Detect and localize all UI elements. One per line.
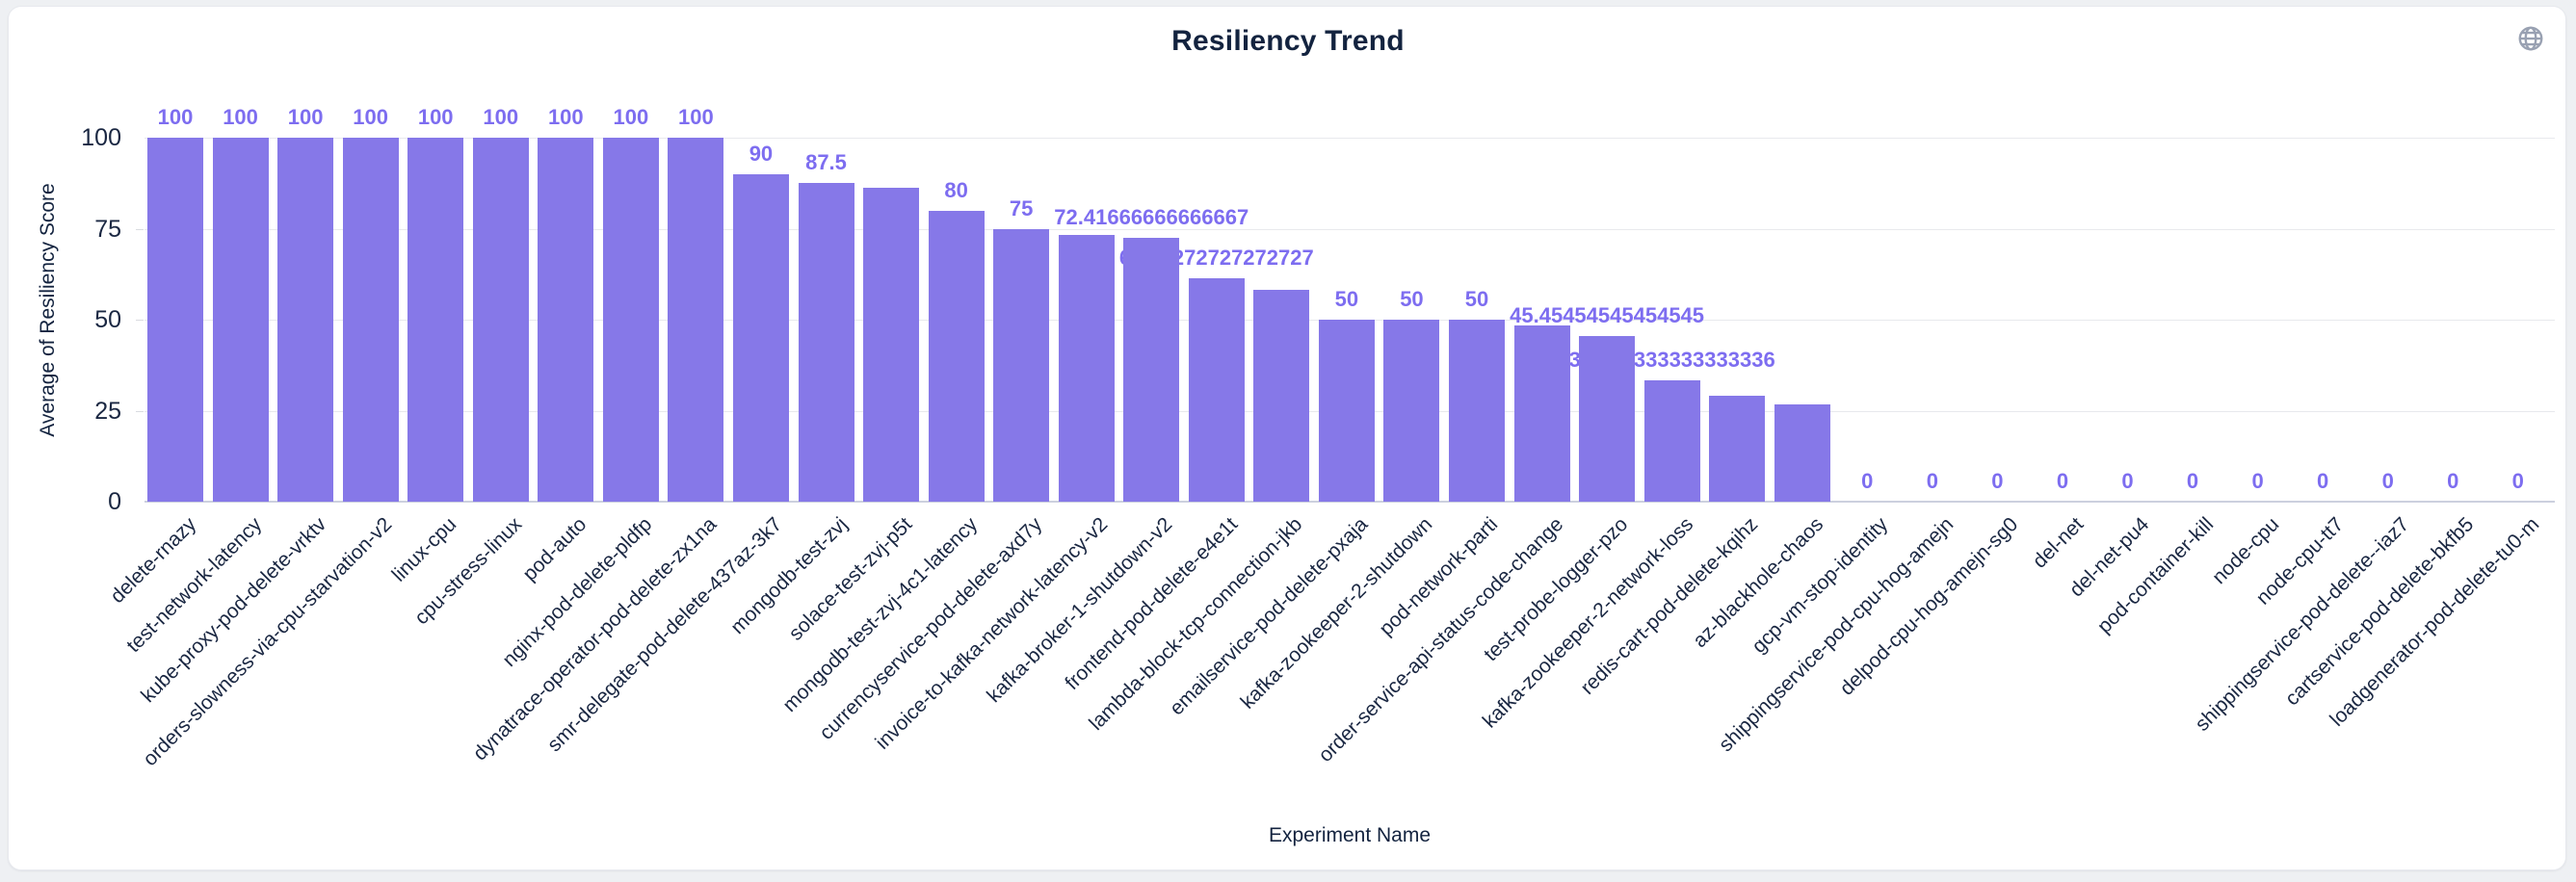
bar[interactable] [472,138,529,502]
y-tick-label: 25 [94,397,121,425]
bar-value-label: 75 [1009,195,1034,220]
bar-value-label: 0 [2056,469,2069,493]
bar[interactable] [1123,238,1180,502]
bar-value-label: 100 [613,105,649,129]
bar[interactable] [602,138,659,502]
bar-value-label: 72.41666666666667 [1054,205,1249,230]
y-axis-title: Average of Resiliency Score [37,183,59,437]
bar[interactable] [1383,320,1440,502]
bar-value-label: 0 [2186,469,2199,493]
bar-value-label: 50 [1464,287,1489,311]
bar-value-label: 100 [547,105,584,129]
bar[interactable] [147,138,203,502]
chart-title: Resiliency Trend [1171,25,1405,57]
bar-value-label: 100 [287,105,324,129]
bar[interactable] [863,187,920,502]
y-gridline [145,138,2555,139]
y-tick-label: 100 [81,124,121,151]
bar[interactable] [1579,336,1636,502]
y-gridline [145,228,2555,230]
y-tick-mark [136,228,144,230]
bar-value-label: 100 [483,105,519,129]
bar-value-label: 100 [417,105,454,129]
bar-value-label: 50 [1334,287,1359,311]
bar-value-label: 0 [2251,469,2264,493]
bar[interactable] [668,138,724,502]
bar[interactable] [212,138,269,502]
bar[interactable] [538,138,594,502]
x-axis-line [145,501,2555,503]
bar-value-label: 0 [2447,469,2459,493]
bar-value-label: 80 [944,177,968,202]
bar[interactable] [1253,289,1310,502]
bar-value-label: 0 [1861,469,1874,493]
bar[interactable] [1188,278,1245,502]
bar[interactable] [1643,380,1700,502]
bar[interactable] [798,183,854,502]
bar-value-label: 0 [2381,469,2394,493]
bar[interactable] [1709,395,1766,502]
x-tick-label: cartservice-pod-delete-bkfb5 [2281,513,2479,711]
x-axis-title: Experiment Name [1268,824,1432,846]
bar-value-label: 100 [157,105,194,129]
bar-value-label: 100 [678,105,714,129]
bar[interactable] [277,138,334,502]
y-tick-label: 0 [108,488,121,515]
bar[interactable] [342,138,399,502]
bar-value-label: 0 [1991,469,2004,493]
bar-value-label: 0 [2511,469,2524,493]
bar[interactable] [1449,320,1505,502]
bar-value-label: 45.45454545454545 [1510,303,1705,328]
bar[interactable] [928,210,985,502]
y-tick-label: 75 [94,215,121,243]
y-tick-mark [136,320,144,321]
bar[interactable] [407,138,464,502]
bar-value-label: 100 [223,105,258,129]
bar[interactable] [732,173,789,502]
bar[interactable] [993,228,1050,502]
bar[interactable] [1058,234,1115,502]
bar[interactable] [1513,325,1570,502]
y-tick-mark [136,410,144,412]
bar-value-label: 90 [749,141,774,166]
bar-value-label: 0 [1926,469,1938,493]
y-tick-label: 50 [94,306,121,333]
bar-value-label: 0 [2317,469,2329,493]
globe-icon [2516,24,2545,53]
bar-value-label: 87.5 [805,150,847,175]
bar[interactable] [1774,404,1830,502]
bar[interactable] [1318,320,1375,502]
bar-value-label: 100 [353,105,388,129]
bar-value-label: 50 [1400,287,1424,311]
bar-value-label: 0 [2121,469,2134,493]
x-tick-label: loadgenerator-pod-delete-tu0-m [2326,513,2544,731]
